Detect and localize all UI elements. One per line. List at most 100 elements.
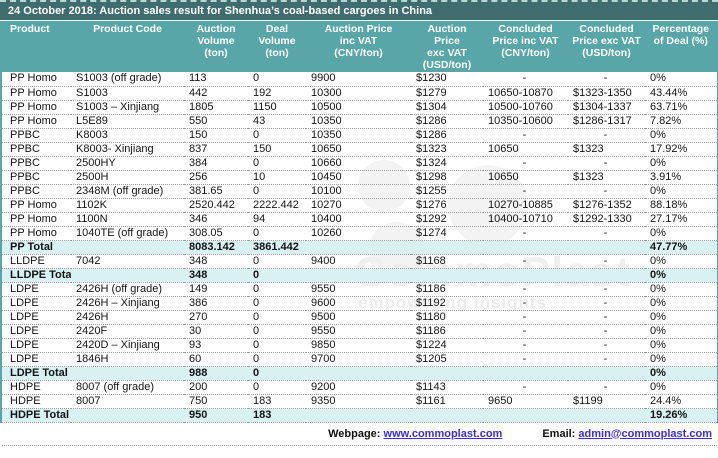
- column-header-concluded-price-inc-vat: Concluded Price inc VAT (CNY/ton): [483, 21, 568, 72]
- cell-pct-of-deal: 0%: [645, 268, 717, 283]
- cell-deal-volume: 3861.442: [248, 240, 306, 255]
- cell-product: PPBC: [1, 142, 71, 157]
- cell-product: PP Homo: [1, 198, 71, 213]
- cell-auction-price-inc-vat: 9550: [306, 324, 411, 339]
- table-row: PP Homo 1102K 2520.442 2222.442 10270 $1276 10…: [1, 198, 717, 213]
- cell-code: S1003: [71, 86, 184, 101]
- cell-product: HDPE: [1, 394, 71, 409]
- cell-auction-volume: 256: [184, 170, 248, 185]
- cell-auction-price-inc-vat: 10350: [306, 128, 411, 143]
- cell-concluded-price-inc-vat: 10650: [483, 170, 568, 185]
- cell-concluded-price-exc-vat: $1286-1317: [568, 114, 645, 129]
- column-header-product: Product: [1, 21, 71, 72]
- cell-auction-price-inc-vat: 10450: [306, 170, 411, 185]
- cell-concluded-price-exc-vat: -: [568, 72, 645, 87]
- cell-product: LDPE: [1, 338, 71, 353]
- cell-product: PPBC: [1, 128, 71, 143]
- cell-code: 2420F: [71, 324, 184, 339]
- cell-code: 1040TE (off grade): [71, 226, 184, 241]
- cell-deal-volume: 150: [248, 142, 306, 157]
- cell-concluded-price-exc-vat: [568, 366, 645, 381]
- email-link[interactable]: admin@commoplast.com: [578, 427, 712, 440]
- cell-concluded-price-exc-vat: -: [568, 352, 645, 367]
- cell-auction-price-exc-vat: $1180: [411, 310, 483, 325]
- cell-deal-volume: 1150: [248, 100, 306, 115]
- cell-pct-of-deal: 0%: [645, 282, 717, 297]
- cell-auction-price-inc-vat: [306, 408, 411, 423]
- table-row: LDPE 1846H 60 0 9700 $1205- -0%: [1, 352, 717, 367]
- column-header-deal-volume: Deal Volume (ton): [248, 21, 306, 72]
- cell-deal-volume: 0: [248, 352, 306, 367]
- cell-product: LLDPE Total: [1, 268, 71, 283]
- total-row: LDPE Total 988 0 0%: [1, 366, 717, 381]
- cell-code: [71, 268, 184, 283]
- cell-auction-price-inc-vat: 10260: [306, 226, 411, 241]
- cell-code: 1846H: [71, 352, 184, 367]
- cell-code: 1100N: [71, 212, 184, 227]
- cell-concluded-price-inc-vat: -: [483, 296, 568, 311]
- cell-deal-volume: 0: [248, 254, 306, 269]
- cell-auction-price-inc-vat: 10300: [306, 86, 411, 101]
- cell-pct-of-deal: 0%: [645, 352, 717, 367]
- cell-auction-price-inc-vat: 9400: [306, 254, 411, 269]
- webpage-label: Webpage:: [328, 427, 381, 440]
- cell-concluded-price-exc-vat: -: [568, 310, 645, 325]
- cell-auction-volume: 1805: [184, 100, 248, 115]
- cell-concluded-price-inc-vat: 10350-10600: [483, 114, 568, 129]
- table-row: HDPE 8007 750 183 9350 $1161 9650 $1199 24.4%: [1, 394, 717, 409]
- cell-auction-volume: 308.05: [184, 226, 248, 241]
- webpage-link[interactable]: www.commoplast.com: [383, 427, 503, 440]
- cell-pct-of-deal: 0%: [645, 380, 717, 395]
- cell-pct-of-deal: 27.17%: [645, 212, 717, 227]
- cell-concluded-price-inc-vat: -: [483, 254, 568, 269]
- cell-auction-price-exc-vat: $1205: [411, 352, 483, 367]
- cell-concluded-price-exc-vat: $1276-1352: [568, 198, 645, 213]
- cell-code: 2420D – Xinjiang: [71, 338, 184, 353]
- cell-auction-volume: 988: [184, 366, 248, 381]
- cell-concluded-price-inc-vat: 10500-10760: [483, 100, 568, 115]
- cell-concluded-price-exc-vat: $1323: [568, 142, 645, 157]
- cell-auction-price-exc-vat: $1161: [411, 394, 483, 409]
- cell-auction-volume: 270: [184, 310, 248, 325]
- footer: Webpage: www.commoplast.com Email: admin…: [2, 423, 717, 446]
- table-row: LDPE 2426H – Xinjiang 386 0 9600 $1192- -0%: [1, 296, 717, 311]
- cell-concluded-price-inc-vat: 10400-10710: [483, 212, 568, 227]
- cell-product: LDPE: [1, 310, 71, 325]
- table-row: PP Homo 1040TE (off grade) 308.05 0 10260 $12…: [1, 226, 717, 241]
- cell-concluded-price-inc-vat: -: [483, 338, 568, 353]
- cell-auction-price-inc-vat: 10270: [306, 198, 411, 213]
- cell-auction-price-inc-vat: 10100: [306, 184, 411, 199]
- cell-concluded-price-exc-vat: -: [568, 128, 645, 143]
- cell-auction-price-exc-vat: $1324: [411, 156, 483, 171]
- cell-concluded-price-exc-vat: $1323-1350: [568, 86, 645, 101]
- cell-pct-of-deal: 88.18%: [645, 198, 717, 213]
- cell-concluded-price-inc-vat: [483, 268, 568, 283]
- cell-concluded-price-inc-vat: 9650: [483, 394, 568, 409]
- column-header-percentage-of-deal: Percentage of Deal (%): [645, 21, 717, 72]
- cell-code: 2426H – Xinjiang: [71, 296, 184, 311]
- cell-concluded-price-inc-vat: 10650-10870: [483, 86, 568, 101]
- cell-code: 7042: [71, 254, 184, 269]
- table-row: LDPE 2420F 30 0 9550 $1186- -0%: [1, 324, 717, 339]
- cell-code: S1003 – Xinjiang: [71, 100, 184, 115]
- cell-code: [71, 366, 184, 381]
- cell-code: [71, 240, 184, 255]
- cell-auction-volume: 8083.142: [184, 240, 248, 255]
- cell-pct-of-deal: 0%: [645, 254, 717, 269]
- cell-concluded-price-exc-vat: $1292-1330: [568, 212, 645, 227]
- cell-auction-price-exc-vat: $1230: [411, 72, 483, 87]
- cell-auction-price-inc-vat: 10650: [306, 142, 411, 157]
- cell-concluded-price-exc-vat: -: [568, 184, 645, 199]
- cell-auction-volume: 348: [184, 254, 248, 269]
- cell-auction-volume: 113: [184, 72, 248, 87]
- cell-pct-of-deal: 43.44%: [645, 86, 717, 101]
- cell-deal-volume: 94: [248, 212, 306, 227]
- cell-product: PP Homo: [1, 114, 71, 129]
- cell-product: PP Homo: [1, 212, 71, 227]
- cell-deal-volume: 0: [248, 268, 306, 283]
- cell-auction-price-exc-vat: $1304: [411, 100, 483, 115]
- cell-auction-volume: 60: [184, 352, 248, 367]
- cell-code: 8007 (off grade): [71, 380, 184, 395]
- cell-auction-price-exc-vat: $1168: [411, 254, 483, 269]
- cell-pct-of-deal: 3.91%: [645, 170, 717, 185]
